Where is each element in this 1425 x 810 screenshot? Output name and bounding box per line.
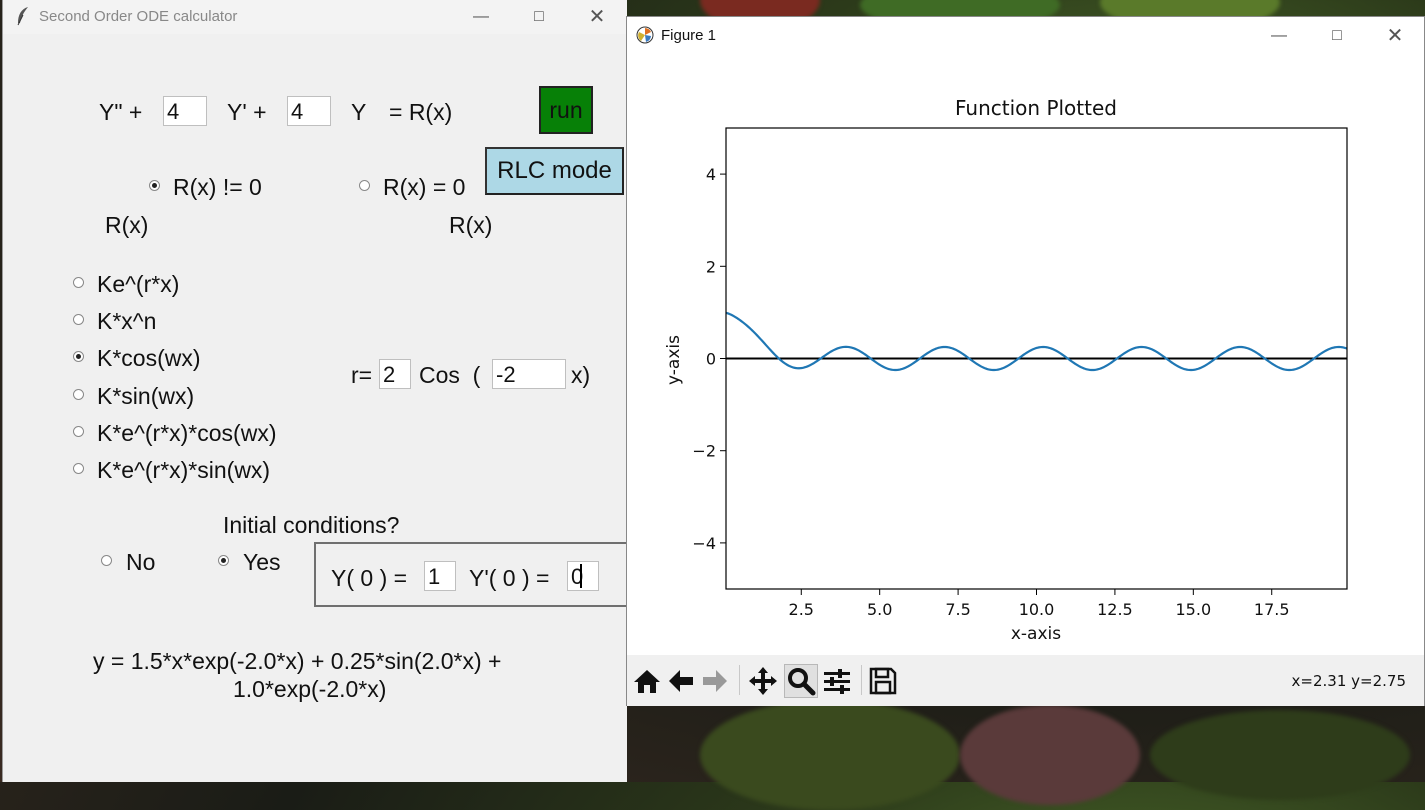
y-tick-label: 4 bbox=[706, 165, 716, 184]
axes-frame bbox=[725, 127, 1348, 590]
figure-window: Figure 1 — □ ✕ Function Plotted 2.5 5.0 7.… bbox=[626, 16, 1425, 706]
rx-zero-label: R(x) = 0 bbox=[383, 174, 466, 200]
figure-maximize-button[interactable]: □ bbox=[1332, 27, 1342, 44]
home-icon[interactable] bbox=[631, 665, 663, 697]
x-tick-label: 12.5 bbox=[1097, 600, 1133, 619]
y1-label: Y' + bbox=[227, 99, 267, 125]
w-input[interactable]: -2 bbox=[492, 359, 566, 389]
ic-yes-radio[interactable] bbox=[218, 555, 229, 566]
y-tick-label: −2 bbox=[692, 442, 716, 461]
forcing-power-radio[interactable] bbox=[73, 314, 84, 325]
coef-c-input[interactable]: 4 bbox=[287, 96, 331, 126]
x-tick-label: 10.0 bbox=[1019, 600, 1055, 619]
zoom-icon[interactable] bbox=[784, 664, 818, 698]
forcing-exp-label: Ke^(r*x) bbox=[97, 271, 180, 297]
rx-left-label: R(x) bbox=[105, 212, 149, 238]
back-icon[interactable] bbox=[665, 665, 697, 697]
forcing-exp-radio[interactable] bbox=[73, 277, 84, 288]
forcing-power-label: K*x^n bbox=[97, 308, 157, 334]
x-axis-label: x-axis bbox=[1011, 624, 1061, 644]
yp0-ic-label: Y'( 0 ) = bbox=[469, 565, 550, 591]
rx-right-label: R(x) bbox=[449, 212, 493, 238]
configure-icon[interactable] bbox=[821, 665, 853, 697]
rx-zero-radio[interactable] bbox=[359, 180, 370, 191]
close-paren-label: x) bbox=[571, 362, 591, 388]
close-button[interactable]: ✕ bbox=[588, 6, 606, 28]
y-tick-label: 0 bbox=[706, 350, 716, 369]
forcing-expsin-radio[interactable] bbox=[73, 463, 84, 474]
figure-title: Figure 1 bbox=[661, 27, 717, 44]
cursor-coordinates: x=2.31 y=2.75 bbox=[1291, 672, 1406, 690]
minimize-button[interactable]: — bbox=[473, 8, 489, 25]
y-axis-label: y-axis bbox=[664, 335, 684, 385]
r-input[interactable]: 2 bbox=[379, 359, 411, 389]
y-tick-label: −4 bbox=[692, 534, 716, 553]
rlc-mode-button[interactable]: RLC mode bbox=[485, 147, 624, 195]
x-tick-label: 7.5 bbox=[945, 600, 970, 619]
forcing-cos-label: K*cos(wx) bbox=[97, 345, 201, 371]
ic-no-radio[interactable] bbox=[101, 555, 112, 566]
r-label: r= bbox=[351, 362, 373, 388]
run-button[interactable]: run bbox=[539, 86, 593, 134]
forcing-expsin-label: K*e^(r*x)*sin(wx) bbox=[97, 457, 271, 483]
rx-nonzero-label: R(x) != 0 bbox=[173, 174, 262, 200]
pan-icon[interactable] bbox=[747, 665, 779, 697]
rhs-label: = R(x) bbox=[389, 99, 453, 125]
coef-b-input[interactable]: 4 bbox=[163, 96, 207, 126]
chart-title: Function Plotted bbox=[955, 96, 1117, 120]
y0-ic-input[interactable]: 1 bbox=[424, 561, 456, 591]
figure-title-bar[interactable]: Figure 1 — □ ✕ bbox=[627, 17, 1424, 55]
x-tick-label: 17.5 bbox=[1254, 600, 1290, 619]
yp0-ic-input[interactable]: 0 bbox=[567, 561, 599, 591]
ic-yes-label: Yes bbox=[243, 549, 281, 575]
y2-label: Y" + bbox=[99, 99, 143, 125]
y0-ic-label: Y( 0 ) = bbox=[331, 565, 408, 591]
toolbar-separator bbox=[861, 665, 862, 695]
navigation-toolbar: x=2.31 y=2.75 bbox=[627, 655, 1424, 706]
y-tick-label: 2 bbox=[706, 257, 716, 276]
text-cursor bbox=[580, 564, 582, 588]
y0-label: Y bbox=[351, 99, 367, 125]
matplotlib-icon bbox=[636, 26, 654, 44]
forcing-expcos-label: K*e^(r*x)*cos(wx) bbox=[97, 420, 277, 446]
forcing-cos-radio[interactable] bbox=[73, 351, 84, 362]
figure-close-button[interactable]: ✕ bbox=[1386, 25, 1404, 47]
x-tick-label: 2.5 bbox=[789, 600, 814, 619]
rx-nonzero-radio[interactable] bbox=[149, 180, 160, 191]
save-icon[interactable] bbox=[867, 665, 899, 697]
plot-canvas[interactable]: Function Plotted 2.5 5.0 7.5 10.0 12.5 15.0 17… bbox=[627, 55, 1424, 655]
ode-calculator-window: Second Order ODE calculator — □ ✕ Y" + 4… bbox=[2, 0, 644, 782]
initial-conditions-question: Initial conditions? bbox=[223, 512, 400, 538]
x-tick-label: 5.0 bbox=[867, 600, 892, 619]
window-title: Second Order ODE calculator bbox=[39, 8, 238, 25]
forcing-sin-radio[interactable] bbox=[73, 389, 84, 400]
solution-curve bbox=[725, 311, 1348, 372]
maximize-button[interactable]: □ bbox=[534, 8, 544, 25]
feather-icon bbox=[17, 7, 28, 26]
solution-line-2: 1.0*exp(-2.0*x) bbox=[233, 676, 387, 702]
func-label: Cos ( bbox=[419, 362, 481, 388]
ic-no-label: No bbox=[126, 549, 156, 575]
forward-icon[interactable] bbox=[699, 665, 731, 697]
title-bar[interactable]: Second Order ODE calculator — □ ✕ bbox=[3, 0, 627, 34]
figure-minimize-button[interactable]: — bbox=[1271, 27, 1287, 44]
forcing-expcos-radio[interactable] bbox=[73, 426, 84, 437]
solution-line-1: y = 1.5*x*exp(-2.0*x) + 0.25*sin(2.0*x) … bbox=[93, 648, 502, 674]
toolbar-separator bbox=[739, 665, 740, 695]
x-tick-label: 15.0 bbox=[1176, 600, 1212, 619]
forcing-sin-label: K*sin(wx) bbox=[97, 383, 195, 409]
